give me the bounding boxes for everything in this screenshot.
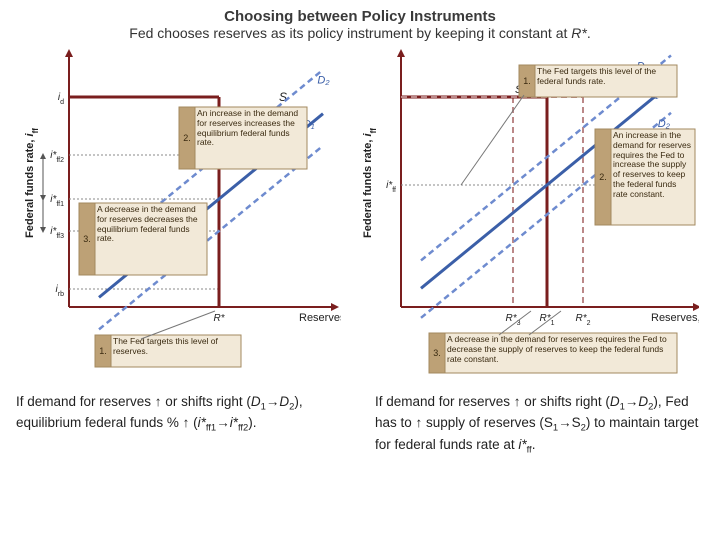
- svg-text:Federal funds rate, iff: Federal funds rate, iff: [362, 128, 378, 238]
- svg-text:i*ff1: i*ff1: [50, 194, 64, 208]
- svg-text:D₂: D₂: [658, 118, 671, 130]
- svg-text:2.: 2.: [183, 133, 191, 143]
- svg-text:S: S: [279, 90, 287, 104]
- svg-text:Reserves, R: Reserves, R: [299, 312, 341, 324]
- panels-row: Federal funds rate, iffidi*ff2i*ff1i*ff3…: [12, 47, 708, 377]
- svg-text:irb: irb: [56, 284, 65, 298]
- right-diagram: Federal funds rate, iffi*ffS₃S₁S₂R*3R*1R…: [359, 47, 699, 377]
- left-diagram: Federal funds rate, iff id i*ff2 i*ff1 i*ff3…: [21, 47, 341, 377]
- svg-text:3.: 3.: [83, 234, 91, 244]
- svg-text:id: id: [58, 92, 64, 106]
- svg-text:R*1: R*1: [539, 313, 554, 327]
- right-caption: If demand for reserves ↑ or shifts right…: [375, 393, 704, 457]
- svg-text:R*2: R*2: [575, 313, 590, 327]
- svg-text:R*: R*: [213, 313, 225, 324]
- page-subtitle: Fed chooses reserves as its policy instr…: [12, 25, 708, 41]
- left-caption: If demand for reserves ↑ or shifts right…: [16, 393, 345, 457]
- svg-text:i*ff2: i*ff2: [50, 150, 64, 164]
- svg-text:Reserves, R: Reserves, R: [651, 312, 699, 324]
- svg-text:3.: 3.: [433, 348, 441, 358]
- svg-text:1.: 1.: [99, 346, 107, 356]
- svg-text:i*ff: i*ff: [386, 180, 396, 194]
- page-title: Choosing between Policy Instruments: [12, 8, 708, 25]
- svg-text:Federal funds rate, iff: Federal funds rate, iff: [24, 128, 40, 238]
- right-panel: Federal funds rate, iffi*ffS₃S₁S₂R*3R*1R…: [359, 47, 699, 377]
- svg-text:2.: 2.: [599, 172, 607, 182]
- svg-text:1.: 1.: [523, 76, 531, 86]
- left-panel: Federal funds rate, iff id i*ff2 i*ff1 i*ff3…: [21, 47, 341, 377]
- svg-text:D₂: D₂: [317, 75, 330, 87]
- svg-text:i*ff3: i*ff3: [50, 226, 64, 240]
- caption-row: If demand for reserves ↑ or shifts right…: [12, 393, 708, 457]
